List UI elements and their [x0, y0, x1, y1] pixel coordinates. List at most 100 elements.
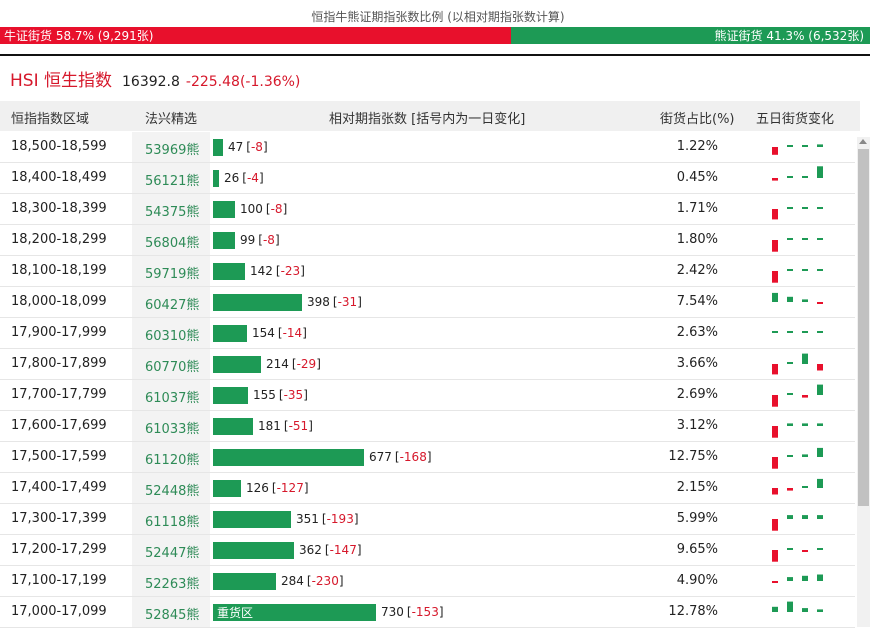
- contracts-delta: [-8]: [246, 140, 268, 154]
- row-contracts-cell: 47 [-8]: [213, 132, 268, 162]
- five-day-bar: [817, 609, 823, 612]
- row-share-pct: 12.75%: [668, 449, 718, 464]
- row-pick-code[interactable]: 56804熊: [132, 225, 210, 255]
- row-pick-code[interactable]: 59719熊: [132, 256, 210, 286]
- five-day-bar: [787, 331, 793, 333]
- row-share-pct: 1.80%: [676, 232, 718, 247]
- table-row: 18,000-18,099 60427熊 398 [-31] 7.54%: [0, 287, 855, 318]
- row-pick-code[interactable]: 52448熊: [132, 473, 210, 503]
- contracts-bar: [213, 293, 302, 311]
- row-pick-code[interactable]: 53969熊: [132, 132, 210, 162]
- contracts-bar: [213, 572, 276, 590]
- table-row: 17,900-17,999 60310熊 154 [-14] 2.63%: [0, 318, 855, 349]
- contracts-delta: [-147]: [324, 543, 362, 557]
- five-day-bar: [802, 575, 808, 581]
- row-pick-code[interactable]: 54375熊: [132, 194, 210, 224]
- row-pick-code[interactable]: 52263熊: [132, 566, 210, 596]
- row-pick-code[interactable]: 60770熊: [132, 349, 210, 379]
- five-day-bar: [787, 207, 793, 209]
- row-contracts-cell: 26 [-4]: [213, 163, 264, 193]
- row-share-pct: 9.65%: [676, 542, 718, 557]
- five-day-bar: [802, 486, 808, 488]
- contracts-value: 142: [250, 264, 273, 278]
- five-day-bar: [817, 269, 823, 271]
- contracts-delta: [-4]: [242, 171, 264, 185]
- row-range: 18,300-18,399: [11, 201, 107, 216]
- five-day-bar: [817, 364, 823, 371]
- row-pick-code[interactable]: 60427熊: [132, 287, 210, 317]
- five-day-bar: [772, 240, 778, 252]
- contracts-bar: [213, 355, 261, 373]
- table-row: 18,400-18,499 56121熊 26 [-4] 0.45%: [0, 163, 855, 194]
- row-share-pct: 1.22%: [676, 139, 718, 154]
- row-contracts-cell: 398 [-31]: [213, 287, 362, 317]
- row-contracts-cell: 362 [-147]: [213, 535, 362, 565]
- row-range: 18,000-18,099: [11, 294, 107, 309]
- table-header: 恒指指数区域 法兴精选 相对期指张数 [括号内为一日变化] 街货占比(%) 五日…: [0, 101, 860, 131]
- contracts-bar: [213, 231, 235, 249]
- row-pick-code[interactable]: 61037熊: [132, 380, 210, 410]
- table-row: 17,200-17,299 52447熊 362 [-147] 9.65%: [0, 535, 855, 566]
- row-contracts-cell: 214 [-29]: [213, 349, 321, 379]
- table-row: 17,100-17,199 52263熊 284 [-230] 4.90%: [0, 566, 855, 597]
- row-contracts-cell: 重货区 730 [-153]: [213, 597, 444, 627]
- contracts-value: 155: [253, 388, 276, 402]
- five-day-bar: [802, 423, 808, 426]
- row-pick-code[interactable]: 61033熊: [132, 411, 210, 441]
- five-day-bar: [772, 488, 778, 495]
- five-day-bar: [772, 457, 778, 469]
- row-range: 18,500-18,599: [11, 139, 107, 154]
- five-day-change-minichart: [772, 331, 823, 333]
- five-day-change-minichart: [772, 292, 823, 304]
- contracts-value: 100: [240, 202, 263, 216]
- five-day-bar: [787, 601, 793, 612]
- five-day-bar: [787, 393, 793, 395]
- contracts-delta: [-51]: [283, 419, 313, 433]
- five-day-change-minichart: [772, 384, 823, 407]
- five-day-bar: [817, 515, 823, 519]
- table-row: 17,800-17,899 60770熊 214 [-29] 3.66%: [0, 349, 855, 380]
- contracts-bar: [213, 541, 294, 559]
- contracts-bar: [213, 138, 223, 156]
- index-name[interactable]: HSI 恒生指数: [10, 71, 112, 91]
- row-pick-code[interactable]: 61118熊: [132, 504, 210, 534]
- five-day-bar: [817, 574, 823, 581]
- data-table-body: 18,500-18,599 53969熊 47 [-8] 1.22% 18,400-18,…: [0, 132, 855, 628]
- row-pick-code[interactable]: 52447熊: [132, 535, 210, 565]
- five-day-change-minichart: [772, 574, 823, 583]
- five-day-bar: [817, 302, 823, 304]
- five-day-bar: [802, 145, 808, 147]
- row-contracts-cell: 100 [-8]: [213, 194, 287, 224]
- table-row: 17,000-17,099 52845熊 重货区 730 [-153] 12.78%: [0, 597, 855, 628]
- bull-share-label: 牛证街货 58.7% (9,291张): [4, 29, 154, 43]
- contracts-bar: [213, 510, 291, 528]
- contracts-value: 47: [228, 140, 244, 154]
- contracts-bar: [213, 324, 247, 342]
- contracts-delta: [-127]: [271, 481, 309, 495]
- table-row: 17,400-17,499 52448熊 126 [-127] 2.15%: [0, 473, 855, 504]
- five-day-bar: [772, 271, 778, 283]
- row-contracts-cell: 351 [-193]: [213, 504, 359, 534]
- row-share-pct: 5.99%: [676, 511, 718, 526]
- row-pick-code[interactable]: 60310熊: [132, 318, 210, 348]
- five-day-bar: [817, 478, 823, 488]
- five-day-bar: [772, 581, 778, 583]
- scrollbar-thumb[interactable]: [858, 149, 869, 506]
- row-pick-code[interactable]: 52845熊: [132, 597, 210, 627]
- row-range: 17,500-17,599: [11, 449, 107, 464]
- table-row: 18,300-18,399 54375熊 100 [-8] 1.71%: [0, 194, 855, 225]
- bear-share-label: 熊证街货 41.3% (6,532张): [714, 29, 864, 43]
- five-day-bar: [802, 207, 808, 209]
- five-day-bar: [787, 548, 793, 550]
- row-pick-code[interactable]: 56121熊: [132, 163, 210, 193]
- row-range: 17,300-17,399: [11, 511, 107, 526]
- row-range: 17,200-17,299: [11, 542, 107, 557]
- row-pick-code[interactable]: 61120熊: [132, 442, 210, 472]
- scroll-up-arrow-icon[interactable]: [859, 139, 867, 144]
- row-range: 17,400-17,499: [11, 480, 107, 495]
- contracts-bar: 重货区: [213, 603, 376, 621]
- five-day-bar: [817, 447, 823, 457]
- contracts-value: 730: [381, 605, 404, 619]
- table-row: 17,500-17,599 61120熊 677 [-168] 12.75%: [0, 442, 855, 473]
- contracts-value: 214: [266, 357, 289, 371]
